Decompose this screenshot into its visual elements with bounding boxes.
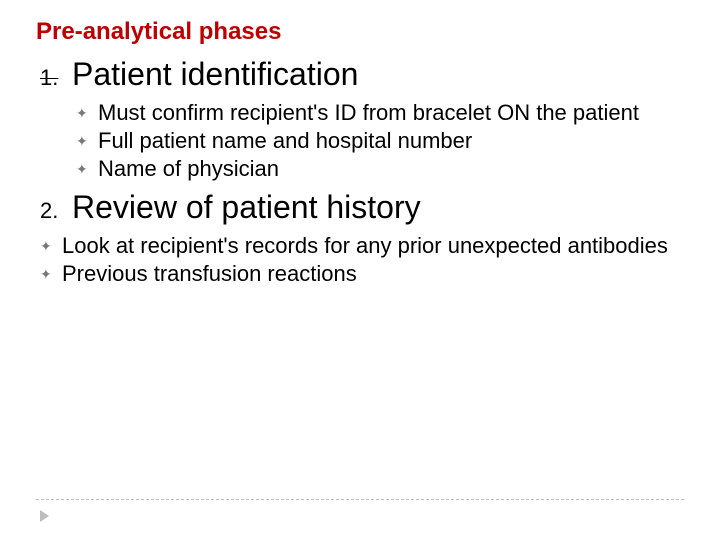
bullet-text: Look at recipient's records for any prio…	[62, 232, 684, 260]
footer-divider	[36, 499, 684, 500]
bullet-icon: ✦	[40, 260, 62, 284]
list-item: ✦ Must confirm recipient's ID from brace…	[76, 99, 684, 127]
slide: Pre-analytical phases 1. Patient identif…	[0, 0, 720, 540]
bullet-icon: ✦	[76, 127, 98, 151]
section-2-bullets: ✦ Look at recipient's records for any pr…	[40, 232, 684, 288]
section-1-row: 1. Patient identification	[40, 56, 684, 93]
bullet-icon: ✦	[40, 232, 62, 256]
slide-title: Pre-analytical phases	[36, 18, 684, 46]
bullet-icon: ✦	[76, 99, 98, 123]
section-1-heading: Patient identification	[72, 56, 358, 93]
section-2-number: 2.	[40, 198, 72, 224]
section-1-bullets: ✦ Must confirm recipient's ID from brace…	[76, 99, 684, 183]
bullet-text: Previous transfusion reactions	[62, 260, 684, 288]
section-1-number: 1.	[40, 65, 72, 91]
list-item: ✦ Look at recipient's records for any pr…	[40, 232, 684, 260]
bullet-text: Must confirm recipient's ID from bracele…	[98, 99, 684, 127]
list-item: ✦ Name of physician	[76, 155, 684, 183]
corner-arrow-icon	[40, 510, 49, 522]
section-2-heading: Review of patient history	[72, 189, 421, 226]
bullet-icon: ✦	[76, 155, 98, 179]
list-item: ✦ Previous transfusion reactions	[40, 260, 684, 288]
bullet-text: Name of physician	[98, 155, 684, 183]
bullet-text: Full patient name and hospital number	[98, 127, 684, 155]
section-2-row: 2. Review of patient history	[40, 189, 684, 226]
list-item: ✦ Full patient name and hospital number	[76, 127, 684, 155]
